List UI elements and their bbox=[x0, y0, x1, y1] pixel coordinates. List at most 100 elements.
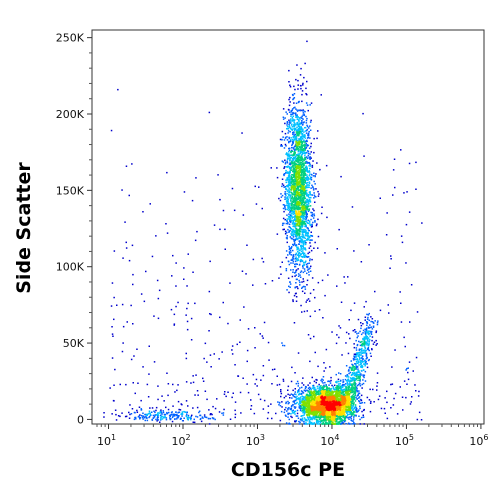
data-point bbox=[329, 391, 332, 393]
data-point bbox=[292, 213, 295, 215]
data-point bbox=[287, 254, 289, 256]
data-point bbox=[306, 401, 309, 403]
data-point bbox=[336, 380, 338, 383]
data-point bbox=[288, 184, 290, 187]
data-point bbox=[312, 217, 315, 219]
data-point bbox=[306, 239, 308, 241]
data-point bbox=[290, 200, 292, 202]
data-point bbox=[304, 286, 306, 288]
data-point bbox=[298, 398, 300, 400]
data-point bbox=[293, 172, 295, 175]
data-point bbox=[302, 188, 304, 191]
data-point bbox=[298, 403, 300, 405]
data-point bbox=[289, 175, 291, 177]
data-point bbox=[295, 207, 297, 209]
data-point bbox=[339, 391, 342, 393]
data-point bbox=[297, 210, 300, 212]
data-point bbox=[303, 268, 306, 270]
data-point bbox=[322, 388, 325, 390]
data-point bbox=[289, 247, 291, 249]
data-point bbox=[296, 257, 298, 260]
data-point bbox=[285, 395, 287, 397]
data-point bbox=[293, 168, 295, 171]
data-point bbox=[304, 206, 306, 208]
data-point bbox=[301, 245, 304, 248]
data-point bbox=[328, 380, 330, 382]
data-point bbox=[280, 193, 282, 195]
data-point bbox=[319, 417, 321, 419]
data-point bbox=[289, 226, 291, 229]
data-points bbox=[103, 40, 423, 425]
data-point bbox=[291, 246, 293, 248]
data-point bbox=[295, 270, 297, 272]
data-point bbox=[313, 404, 315, 406]
data-point bbox=[290, 184, 292, 187]
data-point bbox=[311, 387, 314, 389]
data-point bbox=[331, 390, 334, 392]
data-point bbox=[329, 395, 331, 398]
data-point bbox=[293, 215, 296, 218]
data-point bbox=[288, 126, 290, 128]
data-point bbox=[300, 253, 302, 255]
data-point bbox=[327, 391, 329, 393]
data-point bbox=[291, 366, 293, 369]
data-point bbox=[294, 184, 296, 186]
data-point bbox=[286, 172, 289, 174]
data-point bbox=[290, 262, 292, 264]
data-point bbox=[311, 395, 313, 397]
data-point bbox=[304, 172, 307, 175]
data-point bbox=[275, 412, 277, 415]
data-point bbox=[304, 202, 307, 204]
data-point bbox=[369, 402, 372, 404]
data-point bbox=[287, 385, 290, 388]
data-point bbox=[304, 179, 306, 182]
data-point bbox=[363, 423, 365, 425]
data-point bbox=[331, 422, 333, 425]
data-point bbox=[300, 241, 303, 244]
data-point bbox=[309, 418, 312, 421]
data-point bbox=[287, 178, 289, 181]
data-point bbox=[313, 409, 316, 411]
data-point bbox=[292, 206, 294, 208]
data-point bbox=[300, 161, 302, 164]
data-point bbox=[282, 204, 285, 206]
data-point bbox=[304, 249, 307, 251]
data-point bbox=[288, 418, 290, 421]
data-point bbox=[288, 166, 290, 168]
data-point bbox=[333, 418, 335, 420]
data-point bbox=[290, 119, 292, 121]
data-point bbox=[314, 412, 316, 414]
data-point bbox=[326, 404, 328, 407]
data-point bbox=[310, 392, 312, 394]
data-point bbox=[305, 132, 308, 134]
data-point bbox=[299, 402, 302, 404]
data-point bbox=[309, 242, 311, 244]
data-point bbox=[311, 166, 314, 168]
data-point bbox=[298, 130, 301, 133]
data-point bbox=[294, 286, 296, 289]
data-point bbox=[320, 393, 323, 396]
data-point bbox=[322, 389, 325, 391]
data-point bbox=[297, 214, 300, 216]
data-point bbox=[342, 422, 344, 424]
data-point bbox=[290, 207, 292, 209]
data-point bbox=[295, 175, 297, 178]
data-point bbox=[291, 230, 293, 233]
data-point bbox=[312, 423, 314, 425]
data-point bbox=[295, 397, 297, 399]
data-point bbox=[310, 388, 313, 391]
data-point bbox=[291, 412, 294, 414]
data-point bbox=[298, 160, 300, 162]
data-point bbox=[303, 263, 305, 266]
data-point bbox=[307, 210, 310, 212]
data-point bbox=[325, 392, 327, 394]
data-point bbox=[305, 395, 307, 397]
data-point bbox=[305, 397, 307, 400]
data-point bbox=[302, 140, 304, 143]
data-point bbox=[314, 393, 316, 395]
data-point bbox=[291, 216, 293, 219]
data-point bbox=[304, 247, 307, 250]
data-point bbox=[297, 192, 299, 195]
data-point bbox=[297, 129, 300, 132]
data-point bbox=[307, 109, 309, 112]
